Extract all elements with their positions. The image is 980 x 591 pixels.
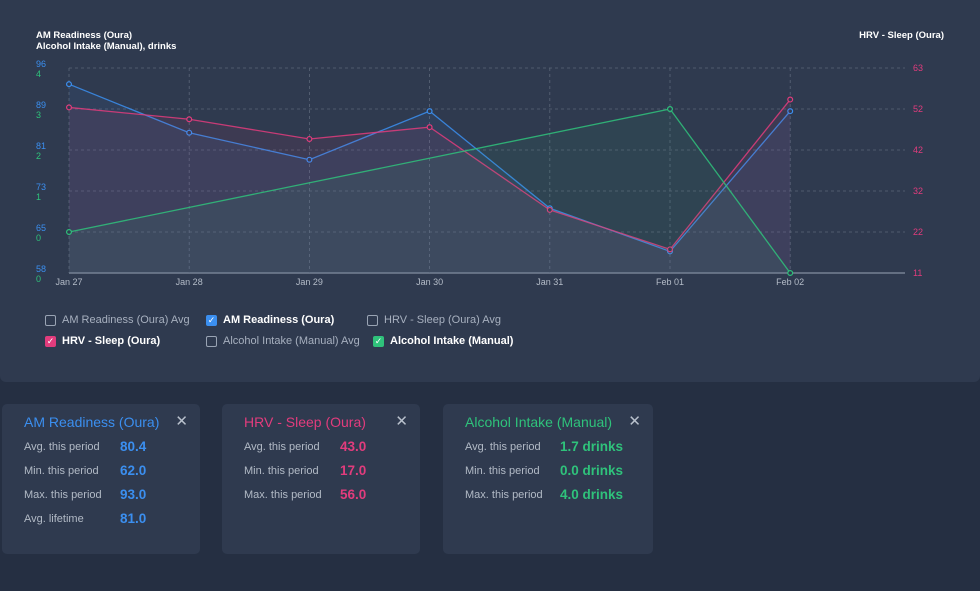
checkbox-checked-icon[interactable]: ✓ [45,335,56,347]
y-right-tick: 63 [913,63,923,73]
x-tick-label: Feb 01 [656,277,684,287]
stat-value: 0.0 drinks [560,463,624,478]
checkbox-unchecked-icon[interactable] [206,335,217,347]
series-area [69,109,791,273]
stat-label: Avg. this period [24,441,100,453]
legend-label: Alcohol Intake (Manual) [390,335,514,347]
left-axis-title-readiness: AM Readiness (Oura) [36,30,133,41]
legend-item-alcohol-avg[interactable]: Alcohol Intake (Manual) Avg [206,335,360,347]
y-left-tick-readiness: 81 [36,141,46,151]
data-point [186,116,193,123]
legend-item-readiness[interactable]: ✓ AM Readiness (Oura) [206,314,334,326]
stat-label: Avg. lifetime [24,513,84,525]
legend-label: AM Readiness (Oura) [223,314,335,326]
data-point [65,229,72,236]
stat-value: 56.0 [340,487,367,502]
stat-value: 17.0 [340,463,367,478]
data-point [787,270,794,277]
stat-label: Avg. this period [244,441,320,453]
stat-label: Min. this period [24,465,99,477]
checkbox-unchecked-icon[interactable] [367,314,378,326]
left-axis-title-alcohol: Alcohol Intake (Manual), drinks [36,41,177,52]
card-title: HRV - Sleep (Oura) [244,414,366,430]
x-tick-label: Jan 31 [536,277,563,287]
series-area [69,84,791,274]
y-left-tick-readiness: 96 [36,59,46,69]
legend-item-hrv[interactable]: ✓ HRV - Sleep (Oura) [45,335,160,347]
checkbox-checked-icon[interactable]: ✓ [373,335,384,347]
y-right-tick: 11 [913,268,922,278]
card-title: AM Readiness (Oura) [24,414,160,430]
x-tick-label: Jan 27 [55,277,82,287]
data-point [186,129,193,136]
x-tick-label: Feb 02 [776,277,804,287]
y-left-tick-alcohol: 0 [36,233,41,243]
stat-value: 62.0 [120,463,147,478]
close-icon[interactable]: ✕ [628,413,641,430]
stats-card-hrv: HRV - Sleep (Oura) ✕ Avg. this period 43… [222,404,420,554]
legend-item-readiness-avg[interactable]: AM Readiness (Oura) Avg [45,314,190,326]
card-title: Alcohol Intake (Manual) [465,414,613,430]
stat-value: 81.0 [120,511,147,526]
data-point [306,156,313,163]
data-point [426,124,433,131]
y-left-tick-alcohol: 1 [36,192,41,202]
stat-label: Max. this period [244,489,322,501]
x-tick-label: Jan 28 [176,277,203,287]
y-left-tick-readiness: 89 [36,100,46,110]
legend-item-hrv-avg[interactable]: HRV - Sleep (Oura) Avg [367,314,501,326]
y-right-tick: 32 [913,186,923,196]
stat-label: Max. this period [465,489,543,501]
y-right-tick: 52 [913,104,923,114]
stats-card-alcohol: Alcohol Intake (Manual) ✕ Avg. this peri… [443,404,653,554]
legend-label: AM Readiness (Oura) Avg [62,314,190,326]
y-left-tick-readiness: 73 [36,182,46,192]
y-left-tick-alcohol: 0 [36,274,41,284]
close-icon[interactable]: ✕ [175,413,188,430]
stat-value: 43.0 [340,439,367,454]
y-left-tick-readiness: 58 [36,264,46,274]
stat-label: Min. this period [465,465,540,477]
right-axis-title: HRV - Sleep (Oura) [859,30,944,41]
stat-value: 93.0 [120,487,147,502]
chart-panel: AM Readiness (Oura) Alcohol Intake (Manu… [0,0,980,382]
series-area [69,99,791,274]
data-point [306,135,313,142]
close-icon[interactable]: ✕ [395,413,408,430]
legend-label: HRV - Sleep (Oura) Avg [384,314,501,326]
checkbox-unchecked-icon[interactable] [45,314,56,326]
data-point [666,246,673,253]
data-point [426,108,433,115]
legend-item-alcohol[interactable]: ✓ Alcohol Intake (Manual) [373,335,513,347]
data-point [787,108,794,115]
x-tick-label: Jan 30 [416,277,443,287]
checkbox-checked-icon[interactable]: ✓ [206,314,217,326]
y-left-tick-alcohol: 2 [36,151,41,161]
y-left-tick-alcohol: 4 [36,69,41,79]
y-right-tick: 22 [913,227,923,237]
stats-card-readiness: AM Readiness (Oura) ✕ Avg. this period 8… [2,404,200,554]
stat-label: Min. this period [244,465,319,477]
data-point [546,206,553,213]
y-left-tick-alcohol: 3 [36,110,41,120]
legend-label: HRV - Sleep (Oura) [62,335,161,347]
stat-value: 80.4 [120,439,147,454]
data-point [65,81,72,88]
y-left-tick-readiness: 65 [36,223,46,233]
line-chart: Jan 27 Jan 28 Jan 29 Jan 30 Jan 31 Feb 01 Feb … [36,59,923,287]
stat-label: Avg. this period [465,441,541,453]
stat-label: Max. this period [24,489,102,501]
legend-label: Alcohol Intake (Manual) Avg [223,335,360,347]
data-point [666,105,673,112]
data-point [787,96,794,103]
data-point [65,104,72,111]
left-axis-title: AM Readiness (Oura) Alcohol Intake (Manu… [36,30,176,52]
stat-value: 4.0 drinks [560,487,624,502]
y-right-tick: 42 [913,145,923,155]
stat-value: 1.7 drinks [560,439,624,454]
x-tick-label: Jan 29 [296,277,323,287]
